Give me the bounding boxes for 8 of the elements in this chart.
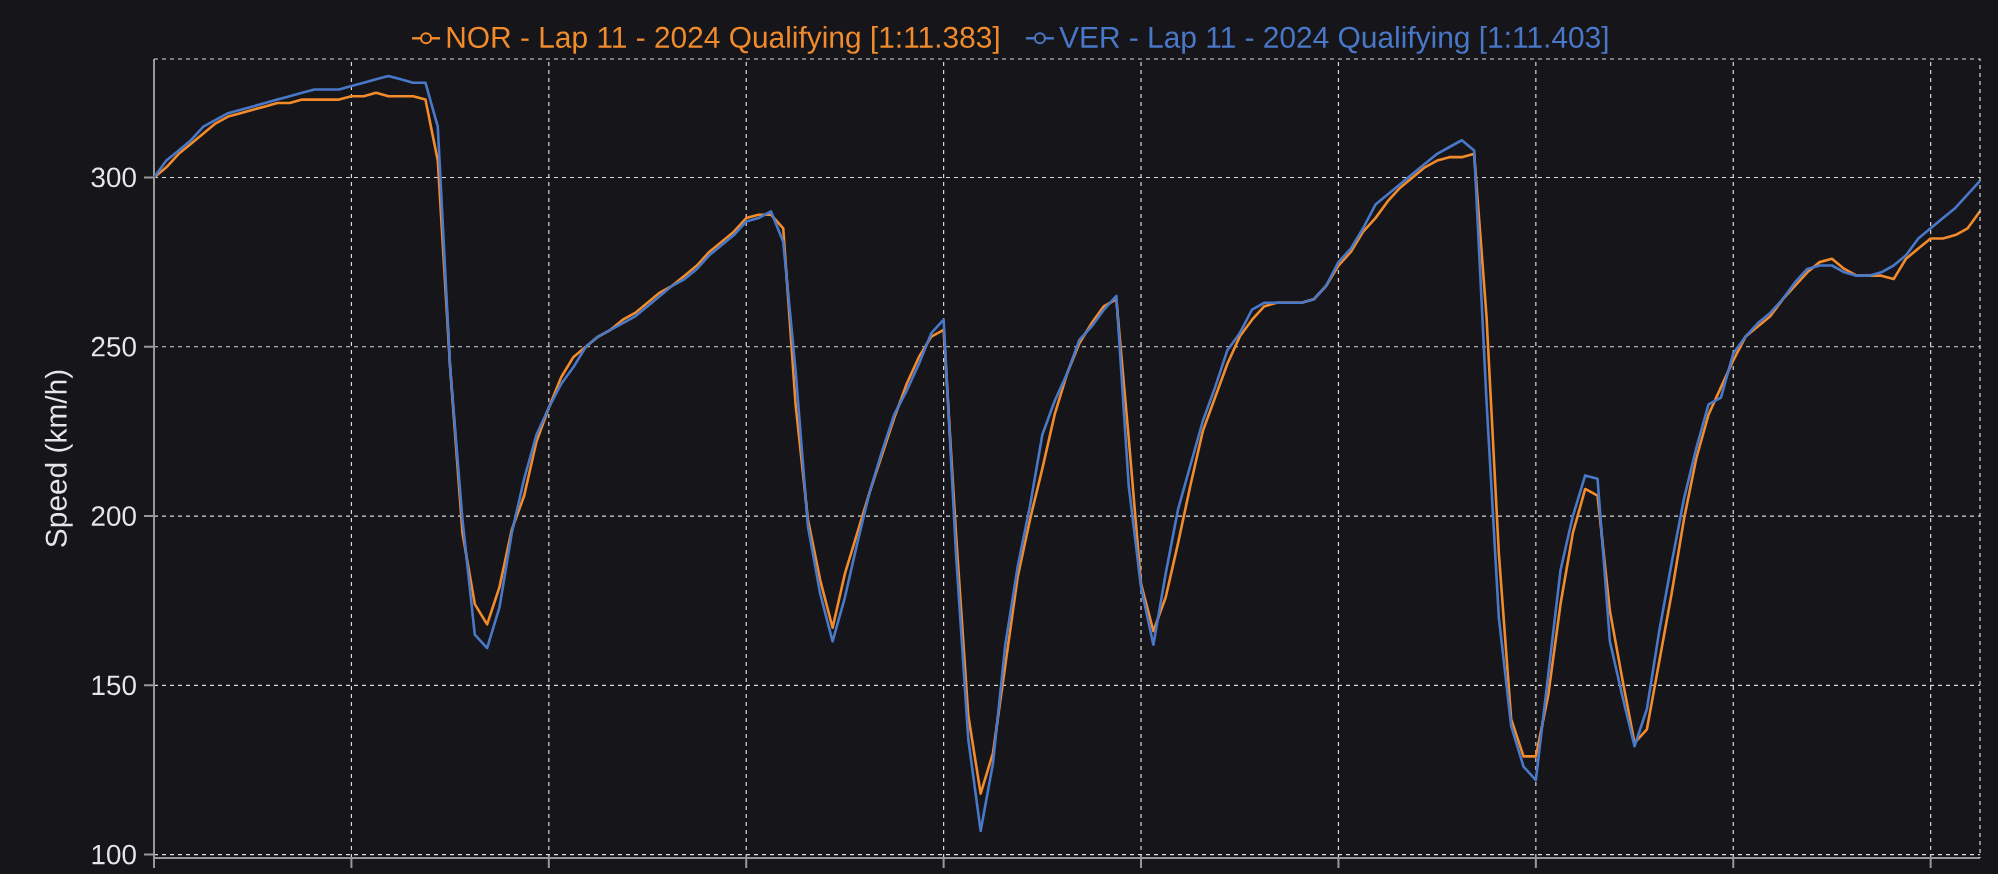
y-tick-label: 300 bbox=[91, 167, 136, 188]
y-axis-title: Speed (km/h) bbox=[44, 370, 73, 547]
y-tick-label: 200 bbox=[91, 506, 136, 527]
legend-label: VER - Lap 11 - 2024 Qualifying [1:11.403] bbox=[1059, 26, 1608, 54]
y-tick-label: 100 bbox=[92, 844, 136, 865]
legend-label: NOR - Lap 11 - 2024 Qualifying [1:11.383] bbox=[447, 26, 999, 54]
y-tick-label: 250 bbox=[91, 337, 136, 357]
y-tick-label: 150 bbox=[92, 675, 136, 696]
